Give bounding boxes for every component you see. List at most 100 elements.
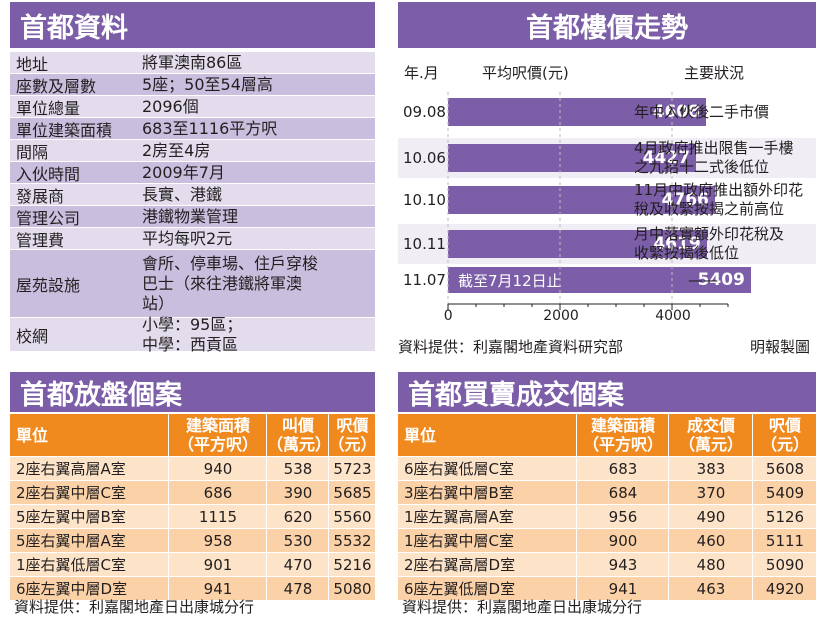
info-value-line: 683至1116平方呎	[142, 118, 278, 138]
info-value: 2房至4房	[142, 140, 375, 161]
table-header-cell: 叫價 （萬元）	[266, 414, 332, 456]
info-key: 發展商	[16, 186, 65, 206]
info-row: 座數及層數 5座；50至54層高	[10, 74, 375, 96]
status-line: 之九招十二式後低位	[634, 158, 770, 176]
table-header-cell: 建築面積 （平方呎）	[168, 414, 267, 456]
x-tick-label: 0	[443, 308, 453, 324]
table-cell: 5608	[752, 457, 817, 480]
table-cell: 900	[576, 529, 669, 552]
header-line: （元）	[328, 435, 377, 454]
info-value: 將軍澳南86區	[142, 52, 375, 73]
header-line: （萬元）	[678, 435, 743, 454]
chart-header-status: 主要狀況	[684, 64, 745, 82]
table-cell: 683	[576, 457, 669, 480]
info-row: 入伙時間 2009年7月	[10, 162, 375, 184]
table-cell: 530	[266, 529, 329, 552]
table-cell: 370	[668, 481, 753, 504]
info-value-line: 將軍澳南86區	[142, 52, 243, 72]
table-row: 6座左翼中層D室 941 478 5080	[10, 576, 375, 600]
table-cell: 5532	[328, 529, 376, 552]
table-header-cell: 成交價 （萬元）	[668, 414, 753, 456]
info-value: 小學：95區； 中學：西貢區	[142, 314, 375, 354]
chart-row: 11.07 截至7月12日止 5409 ——	[398, 266, 816, 294]
chart-row: 10.06 4427 4月政府推出限售一手樓 之九招十二式後低位	[398, 138, 816, 178]
deal-title: 首都買賣成交個案	[398, 372, 816, 412]
chart-header-month: 年.月	[404, 64, 439, 82]
table-cell: 6座左翼低層D室	[404, 580, 516, 598]
bar: 4427	[448, 144, 696, 172]
bar: 4766	[448, 186, 715, 214]
table-cell: 538	[266, 457, 329, 480]
table-cell: 480	[668, 553, 753, 576]
table-cell: 5409	[752, 481, 817, 504]
info-value-line: 5座；50至54層高	[142, 74, 273, 94]
info-value: 2009年7月	[142, 162, 375, 183]
info-value: 會所、停車場、住戶穿梭 巴士（來往港鐵將軍澳 站）	[142, 250, 375, 317]
info-row: 管理費 平均每呎2元	[10, 228, 375, 250]
info-value-line: 小學：95區；	[142, 314, 243, 334]
table-cell: 686	[168, 481, 267, 504]
info-value-line: 2096個	[142, 96, 199, 116]
table-cell: 463	[668, 577, 753, 600]
header-line: 呎價	[336, 416, 369, 435]
table-cell: 941	[168, 577, 267, 600]
table-row: 2座右翼高層A室 940 538 5723	[10, 456, 375, 480]
table-cell: 2座右翼高層A室	[16, 460, 126, 478]
table-cell: 478	[266, 577, 329, 600]
info-key: 單位建築面積	[16, 120, 113, 140]
status-line: 年中入伙後二手市價	[634, 102, 770, 121]
table-header-cell: 單位	[398, 414, 582, 456]
info-value: 2096個	[142, 96, 375, 117]
table-header: 單位 建築面積 （平方呎） 叫價 （萬元） 呎價 （元）	[10, 414, 377, 456]
table-cell: 390	[266, 481, 329, 504]
table-cell: 2座右翼中層C室	[16, 484, 127, 502]
bar-note: 截至7月12日止	[458, 271, 562, 290]
header-line: （平方呎）	[177, 435, 258, 454]
info-row: 管理公司 港鐵物業管理	[10, 206, 375, 228]
price-trend-chart: 年.月 平均呎價(元) 主要狀況 09.08 4608 年中入伙後二手市價 10.06…	[398, 52, 816, 362]
header-line: （元）	[760, 435, 809, 454]
table-cell: 620	[266, 505, 329, 528]
info-table: 地址 將軍澳南86區 座數及層數 5座；50至54層高 單位總量 2096個 單位建築面積 6…	[10, 52, 375, 354]
info-title: 首都資料	[10, 2, 375, 48]
info-value-line: 港鐵物業管理	[142, 206, 239, 226]
info-row: 間隔 2房至4房	[10, 140, 375, 162]
info-row: 單位總量 2096個	[10, 96, 375, 118]
info-value-line: 2房至4房	[142, 140, 211, 160]
table-cell: 5560	[328, 505, 376, 528]
info-key: 校網	[16, 326, 49, 346]
deal-source: 資料提供：利嘉閣地產日出康城分行	[402, 598, 643, 616]
table-row: 6座左翼低層D室 941 463 4920	[398, 576, 816, 600]
header-line: （萬元）	[267, 435, 332, 454]
bar-category-label: 09.08	[403, 103, 446, 121]
table-cell: 490	[668, 505, 753, 528]
info-key: 管理公司	[16, 208, 81, 228]
header-line: 單位	[16, 425, 49, 445]
status-line: 收緊按揭後低位	[634, 244, 740, 262]
bar: 4619	[448, 230, 707, 258]
table-row: 1座右翼低層C室 901 470 5216	[10, 552, 375, 576]
info-key: 屋苑設施	[16, 275, 81, 295]
table-cell: 3座右翼中層B室	[404, 484, 514, 502]
table-row: 2座右翼高層D室 943 480 5090	[398, 552, 816, 576]
info-value-line: 長實、港鐵	[142, 184, 223, 204]
table-cell: 2座右翼高層D室	[404, 556, 516, 574]
info-key: 間隔	[16, 142, 49, 162]
header-line: 建築面積	[590, 416, 655, 435]
table-cell: 5126	[752, 505, 817, 528]
table-cell: 958	[168, 529, 267, 552]
bar-status-text: 4月政府推出限售一手樓 之九招十二式後低位	[634, 139, 794, 177]
table-row: 1座左翼高層A室 956 490 5126	[398, 504, 816, 528]
info-value: 683至1116平方呎	[142, 118, 375, 139]
chart-row: 09.08 4608 年中入伙後二手市價	[398, 92, 816, 132]
bar-status-text: 年中入伙後二手市價	[634, 103, 769, 122]
status-line: 11月中政府推出額外印花	[634, 181, 804, 199]
deal-table: 單位 建築面積 （平方呎） 成交價 （萬元） 呎價 （元） 6座右翼低層C室 683 383 560…	[398, 414, 816, 600]
info-value: 港鐵物業管理	[142, 206, 375, 227]
table-row: 5座左翼中層B室 1115 620 5560	[10, 504, 375, 528]
bar-category-label: 10.06	[403, 149, 446, 167]
table-cell: 470	[266, 553, 329, 576]
bar-value-label: 4608	[652, 102, 701, 122]
x-tick-label: 4000	[655, 308, 691, 324]
info-row: 校網 小學：95區； 中學：西貢區	[10, 314, 375, 354]
